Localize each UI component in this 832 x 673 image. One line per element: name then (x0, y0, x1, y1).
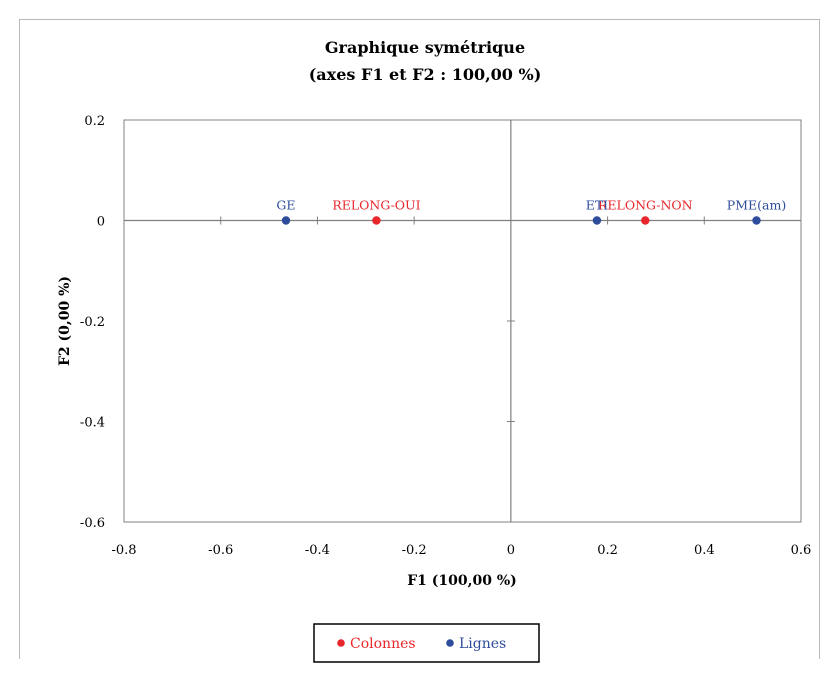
data-point (281, 216, 291, 225)
legend: Colonnes Lignes (313, 623, 540, 663)
x-tick-label: 0 (507, 543, 515, 558)
data-point-label: ETI (586, 198, 608, 213)
data-point-label: PME(am) (727, 198, 786, 213)
y-tick-label: -0.6 (80, 516, 105, 531)
data-point-label: GE (276, 198, 295, 213)
x-tick-label: -0.2 (402, 543, 427, 558)
legend-label-lignes: Lignes (459, 636, 506, 652)
y-tick-labels: 0.2 0 -0.2 -0.4 -0.6 (80, 114, 105, 531)
x-tick-label: -0.6 (208, 543, 233, 558)
x-axis-title: F1 (100,00 %) (407, 573, 517, 589)
chart-title-line2: (axes F1 et F2 : 100,00 %) (309, 65, 542, 84)
legend-box (313, 623, 540, 663)
y-tick-label: 0 (97, 215, 105, 230)
y-tick-label: -0.2 (80, 315, 105, 330)
y-axis-title: F2 (0,00 %) (57, 276, 73, 366)
x-tick-label: -0.8 (111, 543, 136, 558)
y-tick-label: -0.4 (80, 416, 105, 431)
x-tick-label: 0.2 (597, 543, 618, 558)
legend-label-colonnes: Colonnes (350, 636, 416, 652)
data-point (592, 216, 602, 225)
legend-marker-lignes (446, 639, 454, 647)
data-point (752, 216, 761, 225)
axes-layer (123, 119, 802, 523)
y-tick-label: 0.2 (84, 114, 105, 129)
data-point (372, 216, 381, 225)
plot-area (123, 119, 802, 523)
data-point (641, 216, 650, 225)
x-tick-labels: -0.8 -0.6 -0.4 -0.2 0 0.2 0.4 0.6 (111, 543, 811, 558)
chart-title-line1: Graphique symétrique (325, 38, 525, 57)
x-tick-label: -0.4 (305, 543, 330, 558)
chart-frame (19, 19, 820, 659)
data-points: RELONG-OUI RELONG-NON GE ETI PME(am) (276, 198, 786, 225)
data-point-label: RELONG-OUI (332, 198, 420, 213)
legend-marker-colonnes (337, 639, 345, 647)
x-tick-label: 0.6 (791, 543, 812, 558)
x-tick-label: 0.4 (694, 543, 715, 558)
data-point-label: RELONG-NON (598, 198, 693, 213)
